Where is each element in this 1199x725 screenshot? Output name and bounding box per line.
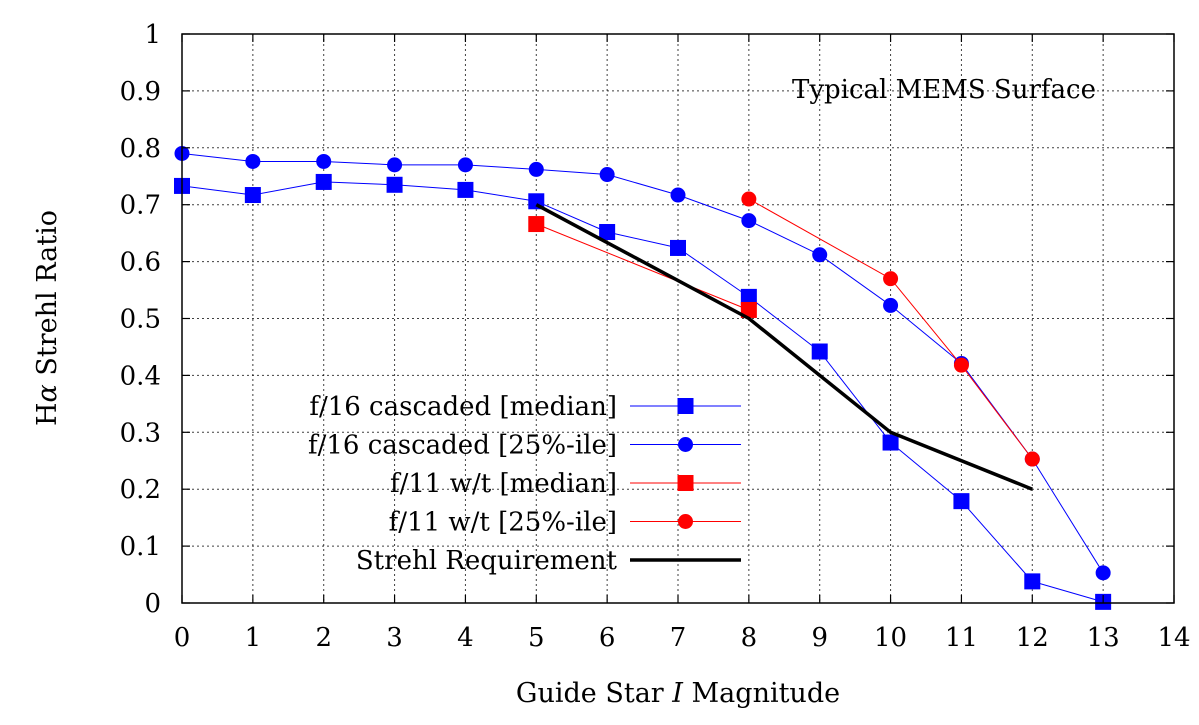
legend-label: f/16 cascaded [median]	[309, 392, 617, 422]
data-point-f-16-cascaded-median	[882, 434, 899, 451]
series-line-f-11-w-t-25-ile	[748, 198, 1033, 460]
data-point-f-16-cascaded-median	[244, 187, 261, 204]
data-point-f-16-cascaded-25-ile	[245, 153, 261, 169]
data-point-f-16-cascaded-median	[599, 224, 616, 241]
x-tick-label: 7	[670, 623, 687, 653]
data-point-f-16-cascaded-25-ile	[883, 297, 899, 313]
data-point-f-16-cascaded-25-ile	[670, 187, 686, 203]
x-tick-label: 5	[528, 623, 545, 653]
x-axis-title-symbol: I	[671, 678, 684, 709]
y-tick-label: 0.3	[120, 418, 161, 448]
x-tick-label: 11	[945, 623, 978, 653]
series-layer	[174, 145, 1112, 610]
data-point-f-16-cascaded-median	[457, 181, 474, 198]
data-point-f-16-cascaded-25-ile	[316, 153, 332, 169]
legend-marker	[678, 514, 693, 529]
data-point-f-11-w-t-25-ile	[741, 191, 757, 207]
data-point-f-16-cascaded-median	[811, 343, 828, 360]
legend-entry-f-11-w-t-median: f/11 w/t [median]	[390, 469, 741, 499]
annotation-text: Typical MEMS Surface	[792, 75, 1096, 105]
data-point-f-16-cascaded-25-ile	[1095, 565, 1111, 581]
data-point-f-16-cascaded-median	[386, 176, 403, 193]
y-tick-label: 0.1	[120, 532, 161, 562]
x-tick-label: 14	[1157, 623, 1190, 653]
data-point-f-16-cascaded-25-ile	[457, 157, 473, 173]
x-tick-label: 4	[457, 623, 474, 653]
y-tick-label: 1	[144, 20, 161, 50]
series-f-16-cascaded-25-ile	[174, 145, 1111, 581]
legend-entry-f-11-w-t-25-ile: f/11 w/t [25%-ile]	[389, 508, 741, 538]
legend-label: Strehl Requirement	[356, 546, 618, 576]
legend-entry-f-16-cascaded-25-ile: f/16 cascaded [25%-ile]	[308, 431, 741, 461]
data-point-f-16-cascaded-25-ile	[812, 247, 828, 263]
data-point-f-16-cascaded-median	[953, 493, 970, 510]
legend-marker	[677, 475, 694, 491]
y-axis-title: Hα Strehl Ratio	[32, 210, 63, 426]
x-tick-label: 2	[315, 623, 332, 653]
y-tick-label: 0.2	[120, 475, 161, 505]
y-tick-label: 0.8	[120, 134, 161, 164]
y-tick-label: 0.7	[120, 191, 161, 221]
x-tick-label: 10	[874, 623, 907, 653]
axis-ticks: 0 1 2 3 4 5 6 7 8 9 10 11 12 13 1400.10.20.30.40.50.60…	[120, 20, 1191, 653]
data-point-f-16-cascaded-25-ile	[599, 167, 615, 183]
series-line-f-16-cascaded-median	[181, 181, 1104, 603]
legend: f/16 cascaded [median] f/16 cascaded [25%…	[308, 392, 741, 576]
x-tick-label: 9	[811, 623, 828, 653]
legend-entry-f-16-cascaded-median: f/16 cascaded [median]	[309, 392, 741, 422]
x-axis-title-suffix: Magnitude	[683, 678, 840, 709]
series-line-f-11-w-t-median	[536, 223, 750, 311]
data-point-f-16-cascaded-median	[740, 288, 757, 305]
data-point-f-11-w-t-25-ile	[953, 357, 969, 373]
data-point-f-16-cascaded-25-ile	[528, 161, 544, 177]
data-point-f-16-cascaded-median	[1024, 573, 1041, 590]
series-f-16-cascaded-median	[174, 173, 1112, 610]
x-axis-title: Guide Star I Magnitude	[516, 678, 840, 709]
data-point-f-11-w-t-median	[528, 216, 545, 233]
legend-label: f/11 w/t [25%-ile]	[389, 508, 617, 538]
y-axis-title-suffix: Strehl Ratio	[32, 210, 63, 384]
data-point-f-11-w-t-median	[740, 301, 757, 318]
x-tick-label: 3	[386, 623, 403, 653]
legend-marker	[678, 437, 693, 452]
data-point-f-16-cascaded-median	[315, 173, 332, 190]
series-f-11-w-t-25-ile	[741, 191, 1040, 467]
grid-lines	[182, 34, 1174, 603]
y-tick-label: 0.9	[120, 77, 161, 107]
legend-label: f/11 w/t [median]	[390, 469, 617, 499]
y-tick-label: 0	[144, 589, 161, 619]
x-tick-label: 8	[741, 623, 758, 653]
x-tick-label: 13	[1087, 623, 1120, 653]
data-point-f-16-cascaded-25-ile	[741, 213, 757, 229]
x-tick-label: 1	[245, 623, 262, 653]
data-point-f-11-w-t-25-ile	[1024, 451, 1040, 467]
series-line-strehl-requirement	[535, 203, 1033, 491]
legend-entry-strehl-requirement: Strehl Requirement	[356, 546, 741, 576]
x-tick-label: 0	[174, 623, 191, 653]
x-tick-label: 6	[599, 623, 616, 653]
legend-label: f/16 cascaded [25%-ile]	[308, 431, 617, 461]
data-point-f-11-w-t-25-ile	[883, 271, 899, 287]
legend-marker	[677, 398, 694, 414]
series-f-11-w-t-median	[528, 216, 757, 318]
series-strehl-requirement	[535, 203, 1033, 491]
y-axis-title-symbol: α	[32, 384, 63, 402]
y-tick-label: 0.4	[120, 361, 161, 391]
data-point-f-16-cascaded-25-ile	[387, 157, 403, 173]
series-line-f-16-cascaded-25-ile	[181, 153, 1104, 574]
y-tick-label: 0.5	[120, 305, 161, 335]
data-point-f-16-cascaded-median	[670, 239, 686, 256]
x-axis-title-prefix: Guide Star	[516, 678, 672, 709]
y-axis-title-prefix: H	[32, 402, 63, 426]
x-tick-label: 12	[1016, 623, 1049, 653]
y-tick-label: 0.6	[120, 248, 161, 278]
